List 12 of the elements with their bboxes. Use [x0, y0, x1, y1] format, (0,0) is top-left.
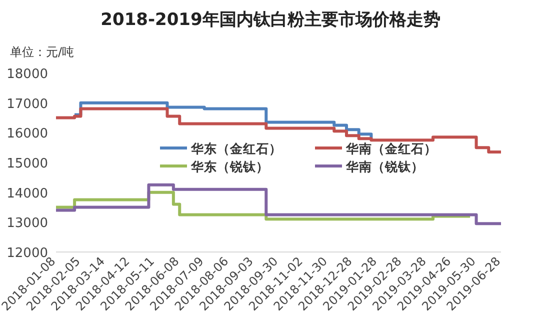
legend-label: 华东（锐钛） [191, 159, 269, 174]
legend-label: 华东（金红石） [191, 141, 282, 156]
legend-label: 华南（锐钛） [346, 159, 424, 174]
ytick: 15000 [6, 156, 48, 172]
legend-label: 华南（金红石） [346, 141, 437, 156]
ytick: 14000 [6, 186, 48, 202]
ytick: 18000 [6, 67, 48, 82]
ylabel: 单位：元/吨 [10, 45, 74, 59]
ytick: 17000 [6, 96, 48, 112]
title: 2018-2019年国内钛白粉主要市场价格走势 [100, 10, 440, 30]
ytick: 13000 [6, 216, 48, 232]
ytick: 16000 [6, 126, 48, 142]
